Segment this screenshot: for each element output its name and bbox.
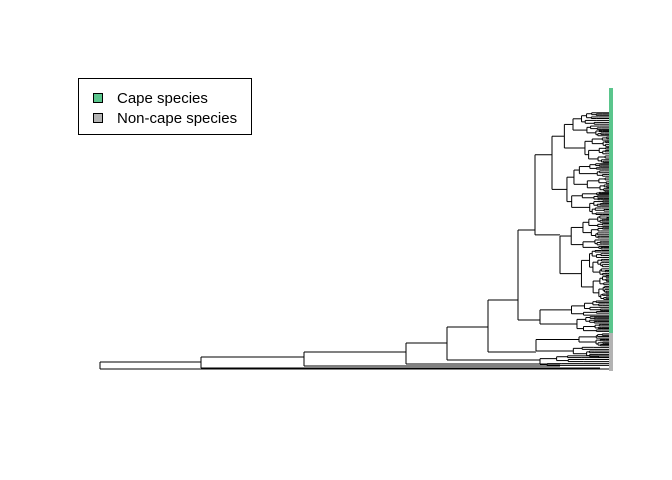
legend: Cape species Non-cape species — [78, 78, 252, 135]
legend-item-noncape: Non-cape species — [93, 109, 237, 127]
legend-label-noncape: Non-cape species — [117, 109, 238, 127]
cape-swatch — [93, 93, 103, 103]
legend-item-cape: Cape species — [93, 89, 208, 107]
cape-tip-bar — [609, 88, 613, 333]
noncape-swatch — [93, 113, 103, 123]
legend-label-cape: Cape species — [117, 89, 208, 107]
noncape-tip-bar — [609, 333, 613, 371]
phylogenetic-tree — [99, 112, 610, 370]
